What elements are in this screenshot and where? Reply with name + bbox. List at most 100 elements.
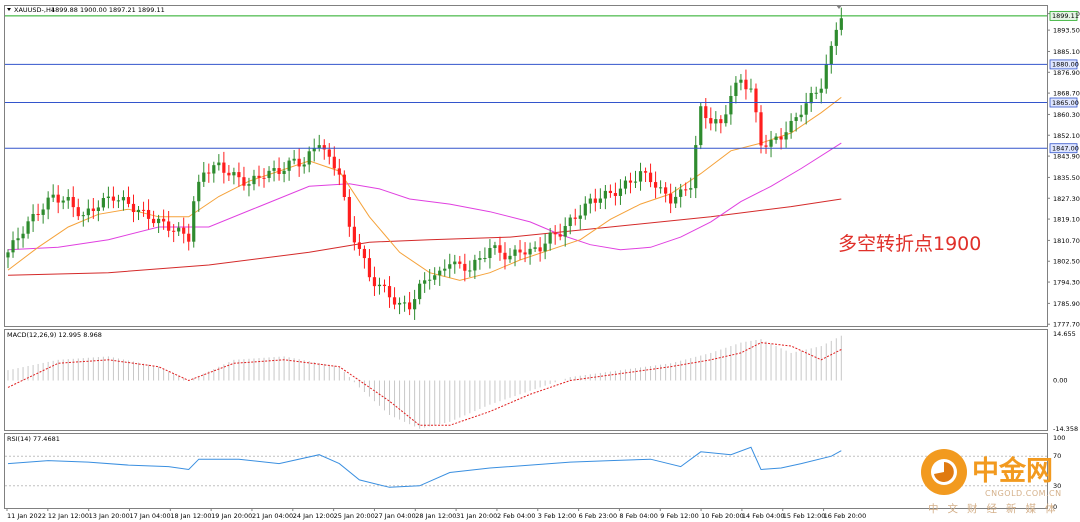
candle — [593, 188, 597, 212]
macd-signal-line — [7, 342, 842, 426]
candle-body — [759, 112, 763, 146]
candle-body — [377, 284, 382, 287]
candle — [669, 183, 673, 214]
candle-body — [418, 283, 422, 300]
candle — [739, 74, 743, 91]
candle-body — [453, 261, 457, 265]
candle — [689, 177, 693, 199]
candle-body — [468, 270, 472, 272]
candle-body — [498, 245, 502, 253]
candle-body — [628, 180, 633, 183]
candle-body — [679, 189, 683, 197]
candle — [382, 279, 387, 293]
candle-body — [126, 197, 131, 204]
candle — [56, 185, 60, 214]
candle — [568, 214, 572, 235]
candle-body — [71, 196, 75, 208]
candle — [483, 247, 487, 263]
candle — [247, 177, 251, 197]
candle — [513, 245, 517, 267]
candle-body — [151, 218, 156, 224]
candle-body — [578, 215, 582, 219]
candle — [197, 174, 201, 212]
price-tick-label: 1810.70 — [1053, 237, 1080, 245]
level-tag-label: 1899.11 — [1052, 12, 1079, 20]
candle — [603, 185, 607, 210]
candle — [387, 276, 392, 308]
candle — [51, 184, 55, 203]
candle — [759, 105, 763, 154]
candle — [167, 210, 171, 238]
candle — [46, 191, 50, 220]
candle-body — [413, 299, 417, 310]
time-tick-label: 2 Feb 04:00 — [497, 512, 536, 520]
candle-body — [523, 252, 527, 255]
candle — [6, 249, 10, 269]
candle — [428, 269, 432, 290]
candle-body — [428, 279, 432, 281]
candle-body — [518, 249, 522, 253]
candle — [31, 204, 35, 232]
candle — [357, 233, 361, 256]
macd-tick-label: -14.358 — [1053, 425, 1078, 433]
candle-body — [438, 270, 442, 276]
candle — [468, 260, 472, 278]
time-tick-label: 15 Feb 12:00 — [783, 512, 826, 520]
price-tick-label: 1843.90 — [1053, 153, 1080, 161]
candle-body — [704, 106, 708, 119]
candle-body — [528, 248, 532, 255]
candle-body — [21, 233, 25, 239]
candle-body — [322, 145, 326, 150]
candle-body — [533, 247, 537, 249]
price-tick-label: 1777.70 — [1053, 321, 1080, 329]
candle-body — [709, 118, 713, 124]
candle-body — [141, 209, 146, 211]
candle — [704, 98, 708, 129]
candle — [508, 248, 512, 263]
candle — [814, 86, 818, 100]
candle-body — [563, 226, 567, 237]
cngold-watermark: 中金网 CNGOLD.COM.CN 中文财经新媒体 — [921, 449, 1061, 515]
ma-slow-line — [7, 198, 842, 276]
candle-body — [699, 106, 703, 146]
macd-tick-label: 0.00 — [1053, 377, 1067, 385]
candle — [26, 216, 30, 239]
macd-tick-label: 14.655 — [1053, 330, 1076, 338]
candle — [237, 162, 241, 187]
candle — [503, 242, 507, 270]
candle-body — [744, 79, 748, 90]
candle-body — [217, 162, 221, 166]
candle-body — [814, 92, 818, 94]
candle — [709, 107, 713, 131]
time-tick-label: 13 Jan 20:00 — [89, 512, 130, 520]
candle-body — [583, 203, 587, 216]
candle — [769, 130, 773, 158]
candle — [41, 203, 45, 224]
candle — [608, 184, 612, 198]
candle — [392, 287, 397, 310]
candle-body — [212, 165, 216, 174]
candle — [774, 133, 778, 144]
candle — [633, 170, 638, 189]
candle — [402, 295, 407, 312]
candle-body — [11, 240, 15, 253]
candle-body — [382, 284, 387, 287]
candle-body — [327, 149, 331, 157]
candle — [126, 186, 131, 208]
candle-body — [769, 139, 773, 147]
candle — [714, 111, 718, 132]
candle-body — [16, 238, 20, 241]
candle — [347, 189, 351, 237]
price-tick-label: 1835.50 — [1053, 174, 1080, 182]
candle — [493, 241, 497, 255]
candle-body — [402, 302, 407, 304]
price-tick-label: 1868.70 — [1053, 90, 1080, 98]
candle — [187, 223, 191, 251]
candle-body — [121, 197, 126, 201]
candle — [61, 196, 65, 210]
candle-body — [61, 200, 65, 203]
candle-body — [362, 248, 367, 259]
candle-body — [111, 196, 116, 201]
candle-body — [131, 203, 136, 213]
price-symbol: XAUUSD-,H4 — [14, 6, 55, 14]
